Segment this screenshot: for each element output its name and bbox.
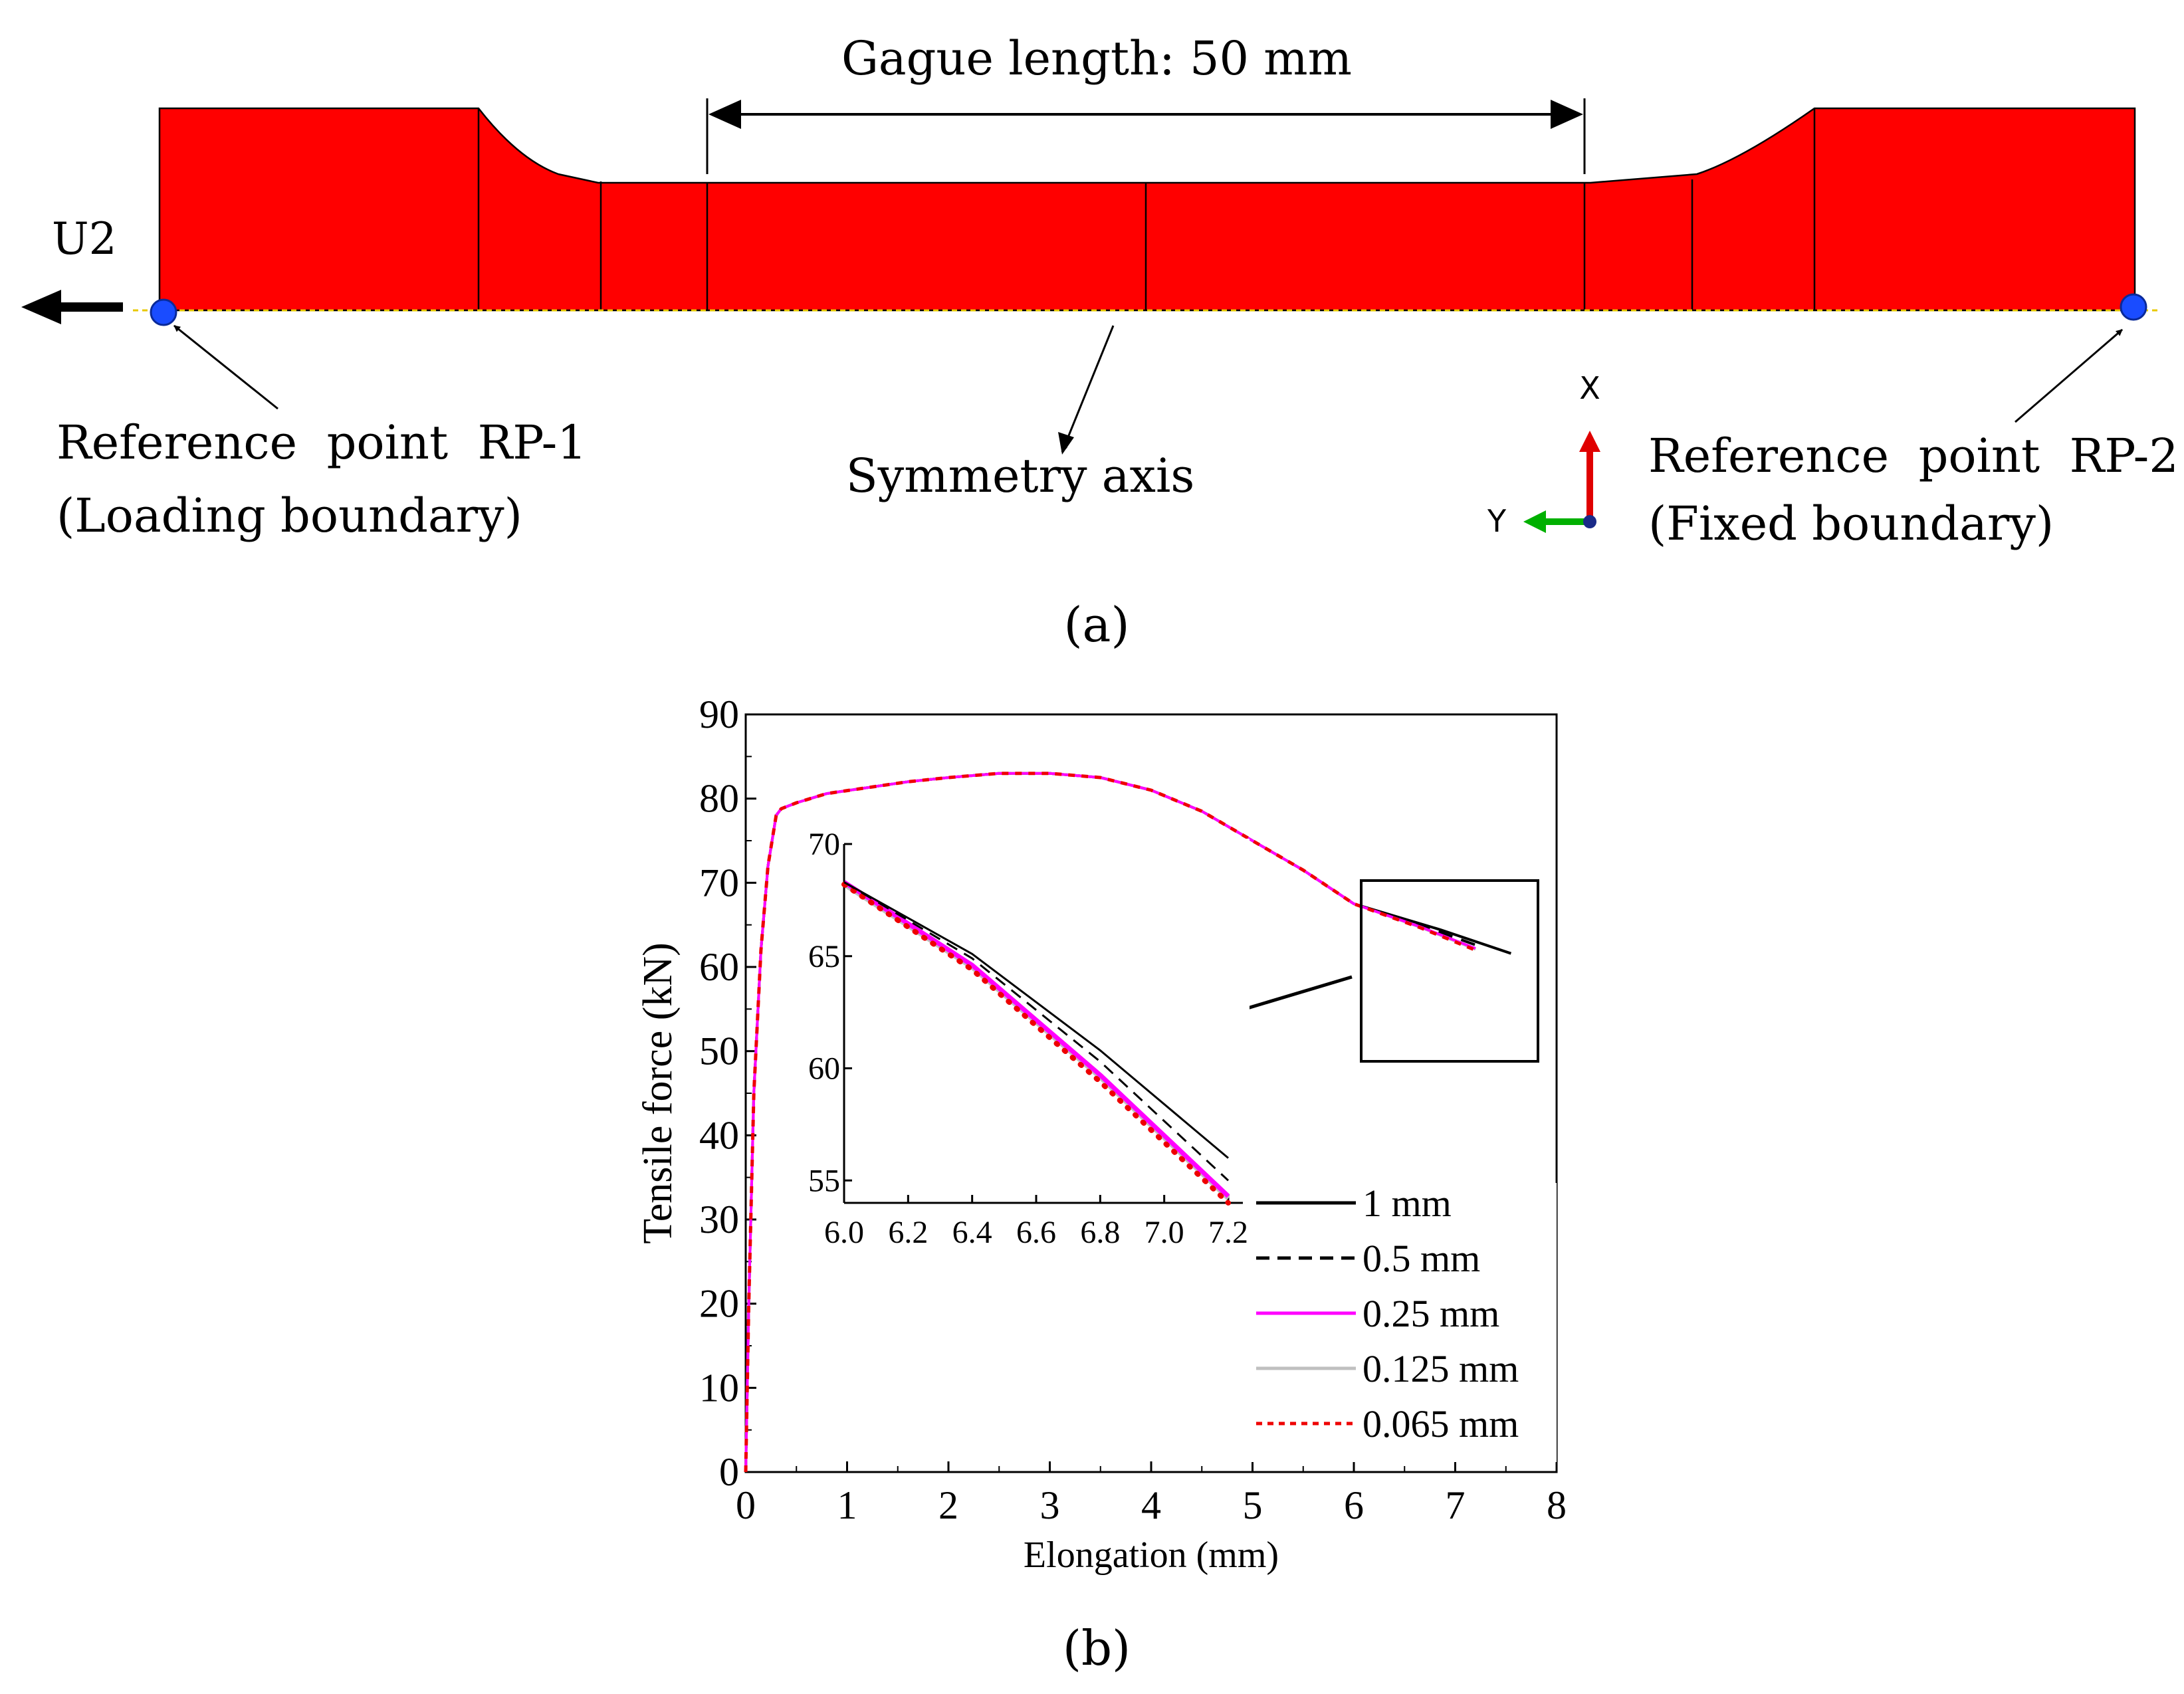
inset-x-tick-label: 6.6 [1016, 1215, 1056, 1250]
inset-y-tick-label: 70 [808, 827, 840, 862]
inset-x-tick-label: 6.8 [1080, 1215, 1120, 1250]
y-tick-label: 10 [699, 1366, 739, 1410]
x-tick-label: 6 [1344, 1483, 1364, 1527]
panel-b-caption: (b) [1063, 1620, 1131, 1676]
legend-background [1250, 1183, 1557, 1462]
rp1-leader-arrow [173, 324, 278, 410]
y-tick-label: 30 [699, 1198, 739, 1241]
inset-x-tick-label: 7.2 [1208, 1215, 1248, 1250]
reference-point-rp1 [150, 298, 177, 326]
x-tick-label: 2 [938, 1483, 958, 1527]
y-tick-label: 70 [699, 861, 739, 904]
inset-x-tick-label: 6.4 [952, 1215, 992, 1250]
y-axis-title: Tensile force (kN) [635, 942, 681, 1244]
symmetry-leader-arrowhead [1058, 432, 1074, 455]
legend-label: 0.25 mm [1363, 1292, 1499, 1335]
coordinate-triad: X Y [1487, 370, 1600, 539]
inset-curves [841, 880, 1231, 1206]
specimen-body [158, 107, 2136, 312]
u2-arrow-head [21, 290, 61, 324]
z-axis-triad-dot [1583, 515, 1596, 528]
x-tick-label: 5 [1243, 1483, 1263, 1527]
inset-tick-labels: 6.0 6.2 6.4 6.6 6.8 7.0 7.2 55 60 65 70 [808, 827, 1248, 1250]
y-tick-label: 60 [699, 945, 739, 989]
rp1-label-line1: Reference point RP-1 [56, 415, 587, 470]
inset-y-tick-label: 60 [808, 1051, 840, 1087]
x-axis-triad-head [1579, 431, 1600, 452]
symmetry-leader-arrow [1061, 325, 1115, 453]
inset-x-tick-label: 6.2 [888, 1215, 928, 1250]
specimen-partition-lines [477, 108, 1816, 310]
inset-curve-0-5-mm [843, 881, 1230, 1182]
legend-label: 1 mm [1363, 1182, 1452, 1225]
main-curves [744, 772, 1512, 1473]
x-tick-label: 7 [1446, 1483, 1466, 1527]
legend-label: 0.5 mm [1363, 1237, 1480, 1280]
inset-y-tick-label: 55 [808, 1163, 840, 1198]
x-axis-triad-label: X [1579, 370, 1600, 406]
curve-0-065-mm [744, 772, 1476, 1473]
rp1-label-line2: (Loading boundary) [56, 488, 522, 543]
inset-x-tick-label: 6.0 [824, 1215, 864, 1250]
y-axis-triad-label: Y [1487, 503, 1507, 539]
u2-label: U2 [52, 213, 117, 265]
y-tick-label: 90 [699, 692, 739, 736]
inset-curve-1-mm [843, 881, 1229, 1159]
rp2-label-line2: (Fixed boundary) [1648, 496, 2054, 551]
reference-point-rp2 [2120, 293, 2147, 321]
y-tick-label: 20 [699, 1282, 739, 1326]
panel-a: Gague length: 50 mm U2 Reference point R… [21, 31, 2179, 653]
legend-label: 0.125 mm [1363, 1347, 1519, 1390]
y-axis-triad-head [1523, 510, 1546, 533]
x-axis-title: Elongation (mm) [1024, 1535, 1279, 1576]
x-tick-label: 1 [837, 1483, 857, 1527]
x-tick-label: 8 [1547, 1483, 1567, 1527]
rp2-label-line1: Reference point RP-2 [1648, 429, 2179, 483]
y-tick-label: 50 [699, 1029, 739, 1073]
rp2-leader-arrow [2015, 328, 2123, 423]
legend-label: 0.065 mm [1363, 1402, 1519, 1445]
inset-x-tick-label: 7.0 [1145, 1215, 1184, 1250]
panel-a-caption: (a) [1063, 597, 1129, 653]
inset-y-tick-label: 65 [808, 939, 840, 974]
gauge-left-arrowhead [709, 100, 741, 129]
x-tick-label: 0 [736, 1483, 756, 1527]
x-tick-label: 3 [1040, 1483, 1060, 1527]
legend: 1 mm 0.5 mm 0.25 mm 0.125 mm 0.065 mm [1256, 1182, 1519, 1445]
x-tick-label: 4 [1141, 1483, 1161, 1527]
y-tick-label: 40 [699, 1113, 739, 1157]
inset-curve-0-25-mm [843, 880, 1230, 1198]
symmetry-axis-label: Symmetry axis [846, 449, 1195, 503]
inset-curve-0-065-mm [841, 881, 1231, 1206]
gauge-right-arrowhead [1551, 100, 1583, 129]
y-tick-label: 0 [719, 1450, 739, 1494]
gauge-length-label: Gague length: 50 mm [841, 31, 1352, 86]
y-tick-label: 80 [699, 777, 739, 821]
zoom-box [1360, 879, 1539, 1063]
inset-axes-ticks [843, 843, 1230, 1203]
